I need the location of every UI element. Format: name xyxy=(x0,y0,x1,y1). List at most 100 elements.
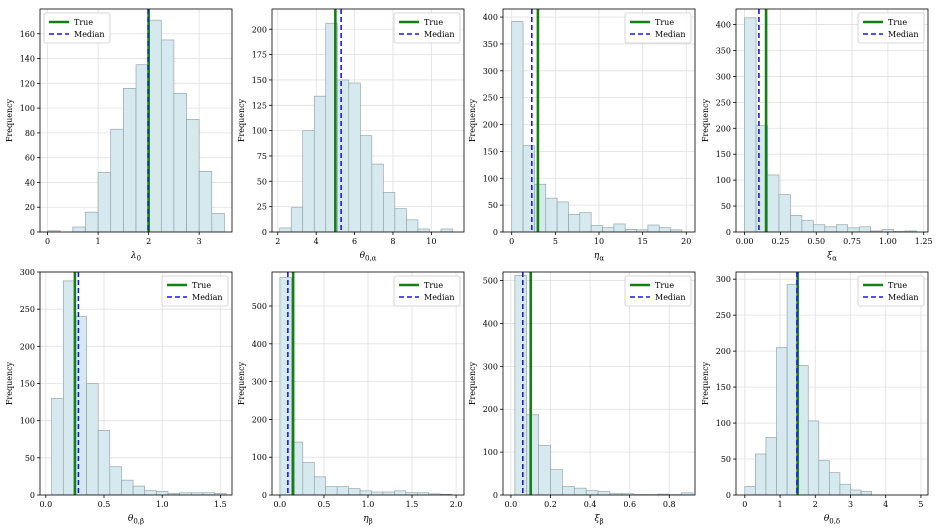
x-tick-label: 1.5 xyxy=(214,500,227,509)
y-axis-ticks: 0 50 100 150 200 250 300 350 400 xyxy=(716,21,736,237)
x-tick-label: 1.00 xyxy=(879,237,897,246)
y-tick-label: 250 xyxy=(716,98,731,107)
legend-true-label: True xyxy=(655,281,674,290)
histogram-bar xyxy=(371,491,384,495)
x-tick-label: 4 xyxy=(883,500,888,509)
x-tick-label: 0 xyxy=(742,500,747,509)
histogram-bar xyxy=(658,227,671,232)
histogram-bars xyxy=(744,283,872,495)
histogram-bar xyxy=(279,277,292,495)
histogram-bar xyxy=(744,486,756,495)
y-tick-label: 200 xyxy=(20,342,35,351)
histogram-bar xyxy=(850,489,862,495)
x-axis-label: θ0,β xyxy=(128,514,144,526)
y-tick-label: 400 xyxy=(483,319,498,328)
x-tick-label: 5 xyxy=(918,500,923,509)
y-tick-label: 100 xyxy=(483,174,498,183)
x-tick-label: 1 xyxy=(96,237,101,246)
histogram-bar xyxy=(765,437,777,495)
y-tick-label: 125 xyxy=(252,101,267,110)
y-tick-label: 150 xyxy=(716,383,731,392)
histogram-bars xyxy=(279,22,453,232)
histogram-bar xyxy=(109,466,122,495)
legend: True Median xyxy=(624,275,692,307)
histogram-bar xyxy=(290,207,304,232)
y-axis-label: Frequency xyxy=(468,361,477,405)
x-axis-ticks: 0.00 0.25 0.50 0.75 1.00 1.25 xyxy=(736,232,933,246)
x-tick-label: 2 xyxy=(813,500,818,509)
histogram-bar xyxy=(624,229,637,232)
histogram-bar xyxy=(394,490,407,495)
histogram-bar xyxy=(786,283,798,495)
reference-lines xyxy=(530,9,540,232)
y-tick-label: 100 xyxy=(716,419,731,428)
histogram-bar xyxy=(279,227,292,232)
y-axis-label: Frequency xyxy=(5,98,14,142)
legend-box xyxy=(857,275,925,307)
y-tick-label: 100 xyxy=(20,104,35,113)
x-tick-label: 5 xyxy=(553,237,558,246)
y-tick-label: 250 xyxy=(20,305,35,314)
x-tick-label: 8 xyxy=(390,237,395,246)
x-axis-ticks: 0.0 0.2 0.4 0.6 0.8 xyxy=(505,495,676,509)
histogram-bar xyxy=(534,183,547,232)
x-tick-label: 0.5 xyxy=(318,500,331,509)
histogram-bar xyxy=(613,223,626,232)
histogram-bar xyxy=(417,228,430,232)
histogram-bar xyxy=(801,220,814,232)
histogram-bar xyxy=(51,398,64,495)
x-tick-label: 2 xyxy=(146,237,151,246)
histogram-bars xyxy=(744,17,917,232)
histogram-panel: 0.0 0.5 1.0 1.5 0 50 100 150 200 250 300 θ0,β Freque… xyxy=(5,268,233,526)
histogram-bar xyxy=(590,225,603,232)
y-tick-label: 100 xyxy=(252,127,267,136)
y-tick-label: 0 xyxy=(726,228,731,237)
y-tick-label: 0 xyxy=(493,491,498,500)
histogram-bar xyxy=(313,95,327,232)
x-tick-label: 0.0 xyxy=(274,500,287,509)
histogram-bar xyxy=(359,490,372,495)
x-tick-label: 3 xyxy=(197,237,202,246)
reference-lines xyxy=(287,272,295,495)
y-tick-label: 250 xyxy=(483,94,498,103)
reference-lines xyxy=(521,272,533,495)
histogram-bars xyxy=(47,19,225,232)
y-tick-label: 160 xyxy=(20,30,35,39)
axes-frame xyxy=(735,8,929,233)
histogram-bar xyxy=(86,383,99,495)
y-tick-label: 0 xyxy=(493,228,498,237)
x-tick-label: 0.00 xyxy=(736,237,754,246)
histogram-bar xyxy=(562,486,575,495)
x-axis-label: ξα xyxy=(827,251,837,263)
y-tick-label: 150 xyxy=(716,150,731,159)
reference-lines xyxy=(758,9,768,232)
histogram-bar xyxy=(186,118,200,232)
y-tick-label: 150 xyxy=(252,76,267,85)
y-tick-label: 200 xyxy=(483,405,498,414)
x-tick-label: 0.75 xyxy=(843,237,861,246)
legend-median-label: Median xyxy=(424,293,455,302)
y-tick-label: 100 xyxy=(716,176,731,185)
legend: True Median xyxy=(624,12,692,44)
x-tick-label: 0.0 xyxy=(39,500,52,509)
histogram-bar xyxy=(881,229,894,232)
y-tick-label: 200 xyxy=(716,347,731,356)
y-tick-label: 60 xyxy=(25,154,35,163)
histogram-bar xyxy=(85,211,99,232)
legend-median-label: Median xyxy=(192,293,223,302)
y-tick-label: 500 xyxy=(483,277,498,286)
histogram-bar xyxy=(97,172,112,232)
y-tick-label: 100 xyxy=(20,417,35,426)
y-tick-label: 100 xyxy=(252,453,267,462)
y-tick-label: 50 xyxy=(721,455,731,464)
histogram-bar xyxy=(847,227,860,232)
axes-frame xyxy=(39,8,233,233)
legend-box xyxy=(43,12,111,44)
histogram-bar xyxy=(394,208,407,232)
x-tick-label: 1.0 xyxy=(156,500,169,509)
reference-lines xyxy=(73,272,80,495)
y-axis-label: Frequency xyxy=(237,98,246,142)
histogram-panel: 0 1 2 3 0 20 40 60 80 100 120 140 160 λ0 Frequency True… xyxy=(5,8,233,263)
y-axis-ticks: 0 50 100 150 200 250 300 xyxy=(20,268,40,500)
